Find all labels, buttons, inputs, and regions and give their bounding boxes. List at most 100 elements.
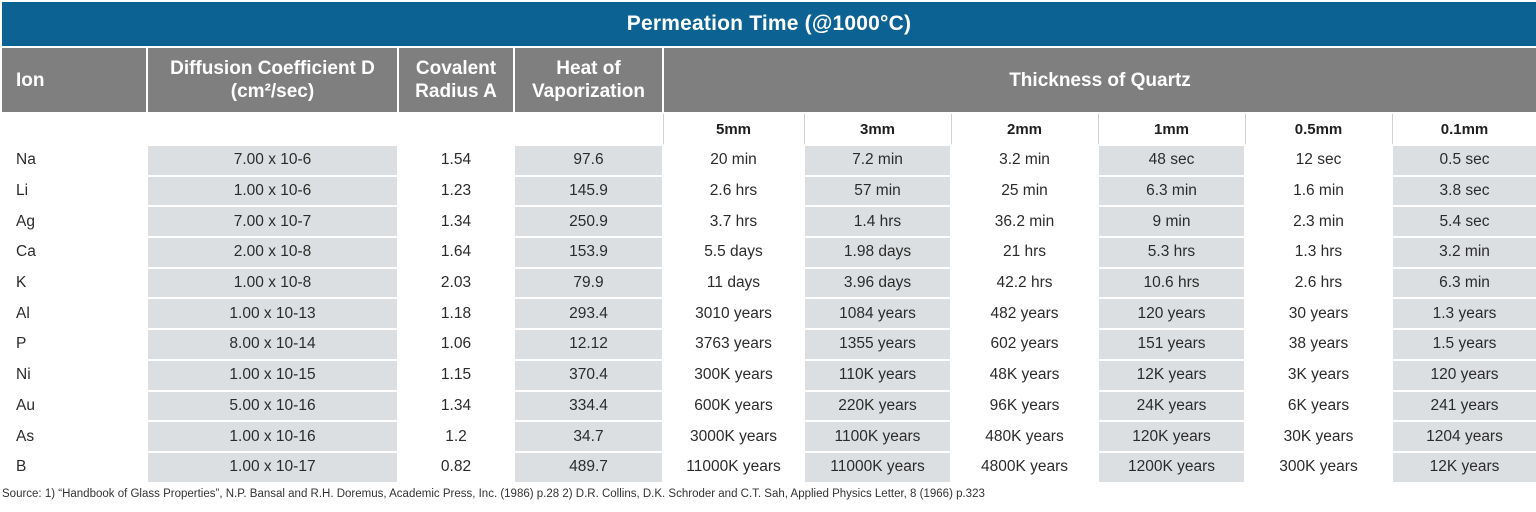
- cell-permeation-time: 1084 years: [803, 297, 952, 331]
- cell-permeation-time: 2.3 min: [1244, 205, 1393, 239]
- cell-diffusion-coefficient: 7.00 x 10-7: [146, 205, 399, 239]
- cell-permeation-time: 48K years: [950, 358, 1099, 392]
- cell-permeation-time: 3.2 min: [1390, 236, 1536, 269]
- cell-permeation-time: 1204 years: [1390, 420, 1536, 453]
- cell-heat-of-vaporization: 97.6: [513, 144, 664, 177]
- cell-heat-of-vaporization: 12.12: [513, 328, 664, 361]
- cell-permeation-time: 3K years: [1244, 358, 1393, 392]
- cell-covalent-radius: 1.23: [397, 174, 515, 208]
- table-row: Li 1.00 x 10-6 1.23 145.9 2.6 hrs 57 min 25 mi…: [0, 174, 1536, 208]
- cell-permeation-time: 480K years: [950, 420, 1099, 453]
- cell-heat-of-vaporization: 153.9: [513, 236, 664, 269]
- header-diffusion-coefficient: Diffusion Coefficient D (cm²/sec): [146, 46, 399, 114]
- cell-permeation-time: 1.4 hrs: [803, 205, 952, 239]
- cell-permeation-time: 5.5 days: [662, 236, 805, 269]
- cell-permeation-time: 1.5 years: [1390, 328, 1536, 361]
- cell-permeation-time: 30 years: [1244, 297, 1393, 331]
- cell-permeation-time: 36.2 min: [950, 205, 1099, 239]
- cell-diffusion-coefficient: 7.00 x 10-6: [146, 144, 399, 177]
- cell-permeation-time: 0.5 sec: [1390, 144, 1536, 177]
- table-row: Ag 7.00 x 10-7 1.34 250.9 3.7 hrs 1.4 hrs 36.2…: [0, 205, 1536, 239]
- cell-diffusion-coefficient: 1.00 x 10-8: [146, 266, 399, 300]
- cell-heat-of-vaporization: 370.4: [513, 358, 664, 392]
- cell-ion: Ag: [0, 205, 148, 239]
- subheader-0.5mm: 0.5mm: [1244, 112, 1393, 146]
- cell-permeation-time: 600K years: [662, 389, 805, 423]
- cell-permeation-time: 42.2 hrs: [950, 266, 1099, 300]
- cell-ion: Ni: [0, 358, 148, 392]
- cell-permeation-time: 120K years: [1097, 420, 1246, 453]
- cell-permeation-time: 1100K years: [803, 420, 952, 453]
- table-row: Ni 1.00 x 10-15 1.15 370.4 300K years 110K ye…: [0, 358, 1536, 392]
- cell-ion: Li: [0, 174, 148, 208]
- cell-heat-of-vaporization: 34.7: [513, 420, 664, 453]
- cell-ion: P: [0, 328, 148, 361]
- cell-permeation-time: 602 years: [950, 328, 1099, 361]
- cell-permeation-time: 48 sec: [1097, 144, 1246, 177]
- cell-diffusion-coefficient: 2.00 x 10-8: [146, 236, 399, 269]
- cell-permeation-time: 4800K years: [950, 450, 1099, 484]
- cell-permeation-time: 120 years: [1097, 297, 1246, 331]
- cell-heat-of-vaporization: 250.9: [513, 205, 664, 239]
- cell-permeation-time: 96K years: [950, 389, 1099, 423]
- cell-permeation-time: 11000K years: [662, 450, 805, 484]
- cell-permeation-time: 10.6 hrs: [1097, 266, 1246, 300]
- cell-heat-of-vaporization: 293.4: [513, 297, 664, 331]
- cell-permeation-time: 3000K years: [662, 420, 805, 453]
- cell-permeation-time: 241 years: [1390, 389, 1536, 423]
- cell-covalent-radius: 1.2: [397, 420, 515, 453]
- table-row: P 8.00 x 10-14 1.06 12.12 3763 years 1355 yea…: [0, 328, 1536, 361]
- cell-permeation-time: 2.6 hrs: [662, 174, 805, 208]
- cell-permeation-time: 6.3 min: [1390, 266, 1536, 300]
- cell-diffusion-coefficient: 1.00 x 10-15: [146, 358, 399, 392]
- cell-heat-of-vaporization: 489.7: [513, 450, 664, 484]
- table-row: Al 1.00 x 10-13 1.18 293.4 3010 years 1084 ye…: [0, 297, 1536, 331]
- table-title: Permeation Time (@1000°C): [0, 0, 1536, 48]
- cell-diffusion-coefficient: 1.00 x 10-16: [146, 420, 399, 453]
- cell-permeation-time: 12K years: [1390, 450, 1536, 484]
- subheader-blank: [1, 113, 663, 145]
- cell-permeation-time: 12 sec: [1244, 144, 1393, 177]
- cell-permeation-time: 7.2 min: [803, 144, 952, 177]
- cell-diffusion-coefficient: 5.00 x 10-16: [146, 389, 399, 423]
- header-ion: Ion: [0, 46, 148, 114]
- cell-permeation-time: 3.7 hrs: [662, 205, 805, 239]
- cell-permeation-time: 5.4 sec: [1390, 205, 1536, 239]
- cell-diffusion-coefficient: 1.00 x 10-13: [146, 297, 399, 331]
- cell-permeation-time: 3.8 sec: [1390, 174, 1536, 208]
- cell-covalent-radius: 2.03: [397, 266, 515, 300]
- cell-permeation-time: 30K years: [1244, 420, 1393, 453]
- subheader-3mm: 3mm: [803, 112, 952, 146]
- cell-permeation-time: 9 min: [1097, 205, 1246, 239]
- header-covalent-radius: Covalent Radius A: [397, 46, 515, 114]
- cell-diffusion-coefficient: 1.00 x 10-6: [146, 174, 399, 208]
- cell-ion: Ca: [0, 236, 148, 269]
- cell-covalent-radius: 1.64: [397, 236, 515, 269]
- cell-permeation-time: 1200K years: [1097, 450, 1246, 484]
- cell-permeation-time: 11 days: [662, 266, 805, 300]
- source-footnote: Source: 1) “Handbook of Glass Properties…: [2, 488, 985, 500]
- cell-ion: B: [0, 450, 148, 484]
- cell-diffusion-coefficient: 8.00 x 10-14: [146, 328, 399, 361]
- cell-permeation-time: 120 years: [1390, 358, 1536, 392]
- cell-permeation-time: 25 min: [950, 174, 1099, 208]
- cell-permeation-time: 11000K years: [803, 450, 952, 484]
- cell-covalent-radius: 1.34: [397, 389, 515, 423]
- cell-permeation-time: 1.6 min: [1244, 174, 1393, 208]
- subheader-5mm: 5mm: [662, 112, 805, 146]
- header-heat-of-vaporization: Heat of Vaporization: [513, 46, 664, 114]
- cell-ion: K: [0, 266, 148, 300]
- cell-covalent-radius: 0.82: [397, 450, 515, 484]
- cell-permeation-time: 24K years: [1097, 389, 1246, 423]
- cell-heat-of-vaporization: 334.4: [513, 389, 664, 423]
- cell-covalent-radius: 1.54: [397, 144, 515, 177]
- cell-permeation-time: 151 years: [1097, 328, 1246, 361]
- subheader-1mm: 1mm: [1097, 112, 1246, 146]
- cell-ion: Na: [0, 144, 148, 177]
- permeation-table: Permeation Time (@1000°C) Ion Diffusion …: [0, 0, 1536, 484]
- subheader-0.1mm: 0.1mm: [1391, 112, 1536, 146]
- cell-covalent-radius: 1.18: [397, 297, 515, 331]
- cell-permeation-time: 6K years: [1244, 389, 1393, 423]
- subheader-2mm: 2mm: [950, 112, 1099, 146]
